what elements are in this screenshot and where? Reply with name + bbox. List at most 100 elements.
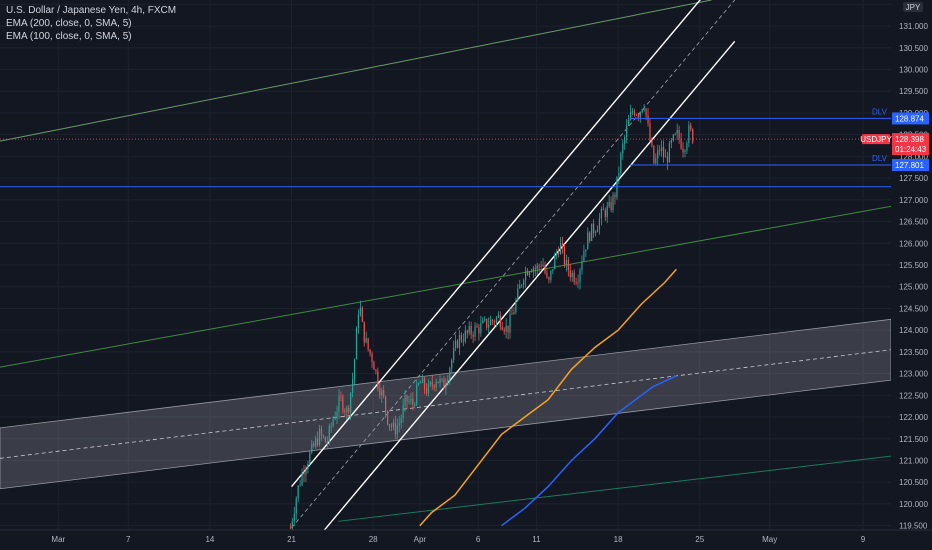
candle-body [311, 443, 313, 453]
legend-ema200[interactable]: EMA (200, close, 0, SMA, 5) [6, 18, 132, 29]
candle-body [598, 218, 601, 230]
candle-body [348, 407, 350, 413]
candle-body [421, 378, 424, 383]
time-tick-label: 9 [861, 535, 866, 544]
level-lines[interactable] [0, 117, 891, 188]
candle-body [629, 112, 632, 120]
candle-body [367, 338, 369, 350]
candle-body [534, 268, 536, 270]
candle-body [336, 411, 338, 418]
candle-body [631, 111, 634, 113]
legend-title[interactable]: U.S. Dollar / Japanese Yen, 4h, FXCM [6, 5, 177, 16]
candle-body [544, 264, 546, 273]
candle-body [412, 398, 414, 405]
candle-body [552, 269, 554, 271]
candle-body [661, 147, 663, 152]
candle-body [641, 109, 643, 113]
price-tick-label: 125.500 [899, 261, 928, 270]
time-tick-label: 7 [126, 535, 131, 544]
price-axis[interactable]: 119.500 120.000 120.500 121.000 121.500 122.0… [891, 0, 932, 550]
time-axis[interactable]: Mar 7 14 21 28 Apr 6 11 18 25 May 9 [0, 529, 932, 550]
candle-body [573, 272, 575, 282]
candle-body [664, 156, 667, 158]
ema100-line [419, 268, 677, 527]
candle-body [561, 243, 564, 247]
candle-body [624, 137, 626, 144]
dlv-label: DLV [872, 154, 888, 163]
channel-line[interactable] [291, 0, 735, 488]
candle-body [476, 326, 478, 328]
candle-body [453, 347, 455, 361]
candle-body [480, 322, 482, 334]
candle-body [334, 417, 336, 420]
candle-body [532, 268, 534, 272]
candle-body [491, 319, 494, 322]
chart-legend: U.S. Dollar / Japanese Yen, 4h, FXCM EMA… [6, 4, 176, 43]
candle-body [526, 270, 529, 276]
candle-body [482, 320, 484, 323]
candle-body [672, 134, 674, 141]
candle-body [340, 396, 342, 398]
candle-body [297, 485, 299, 499]
ema200-line [501, 375, 677, 527]
candle-body [455, 340, 457, 348]
candle-body [357, 314, 360, 329]
candle-body [324, 436, 326, 443]
candle-body [585, 249, 587, 252]
candle-body [406, 395, 408, 402]
dlv-price-label: 127.801 [895, 161, 924, 170]
legend-ema100[interactable]: EMA (100, close, 0, SMA, 5) [6, 31, 132, 42]
time-tick-label: 28 [369, 535, 378, 544]
candle-body [431, 382, 433, 386]
candle-body [451, 360, 453, 369]
time-axis-bg [0, 530, 932, 550]
candle-body [468, 326, 470, 333]
candle-body [559, 243, 562, 255]
price-tags: JPY DLV 128.874 DLV 127.801 USDJPY 128.39801:2… [860, 2, 929, 172]
price-axis-bg [891, 0, 932, 550]
candle-body [519, 285, 521, 289]
price-tick-label: 120.500 [899, 478, 928, 487]
candle-body [437, 381, 439, 383]
candle-body [338, 396, 340, 412]
channel-line[interactable] [292, 40, 736, 550]
dlv-label: DLV [872, 107, 888, 116]
candle-body [295, 498, 297, 514]
candle-body [524, 270, 527, 281]
trend-line[interactable] [338, 455, 892, 522]
candle-body [499, 315, 501, 327]
candle-body [589, 232, 591, 241]
currency-badge[interactable] [903, 2, 923, 12]
trend-line[interactable] [0, 205, 892, 368]
candle-body [517, 288, 519, 301]
candle-body [600, 208, 602, 219]
candle-body [509, 313, 511, 333]
candle-body [528, 271, 531, 276]
trend-line[interactable] [0, 0, 712, 142]
time-tick-label: 25 [695, 535, 704, 544]
candle-body [398, 423, 400, 426]
price-tick-label: 124.500 [899, 304, 928, 313]
candle-body [493, 321, 496, 323]
dlv-price-box [892, 112, 929, 125]
candle-body [402, 405, 404, 419]
drawing-lines[interactable] [0, 0, 892, 550]
candle-body [583, 251, 585, 262]
candle-body [645, 108, 647, 116]
time-tick-label: 14 [205, 535, 214, 544]
candle-body [602, 208, 604, 211]
price-tick-label: 131.000 [899, 22, 928, 31]
time-tick-label: May [762, 535, 777, 544]
candle-body [571, 272, 573, 277]
candle-body [540, 265, 542, 267]
price-tick-label: 121.500 [899, 435, 928, 444]
candle-body [318, 428, 321, 445]
candle-body [381, 390, 383, 396]
bar-countdown-label: 01:24:43 [895, 145, 927, 154]
candle-body [563, 246, 566, 265]
candle-body [501, 326, 503, 330]
candle-body [550, 270, 552, 280]
candle-body [538, 265, 540, 267]
time-tick-label: 18 [614, 535, 623, 544]
